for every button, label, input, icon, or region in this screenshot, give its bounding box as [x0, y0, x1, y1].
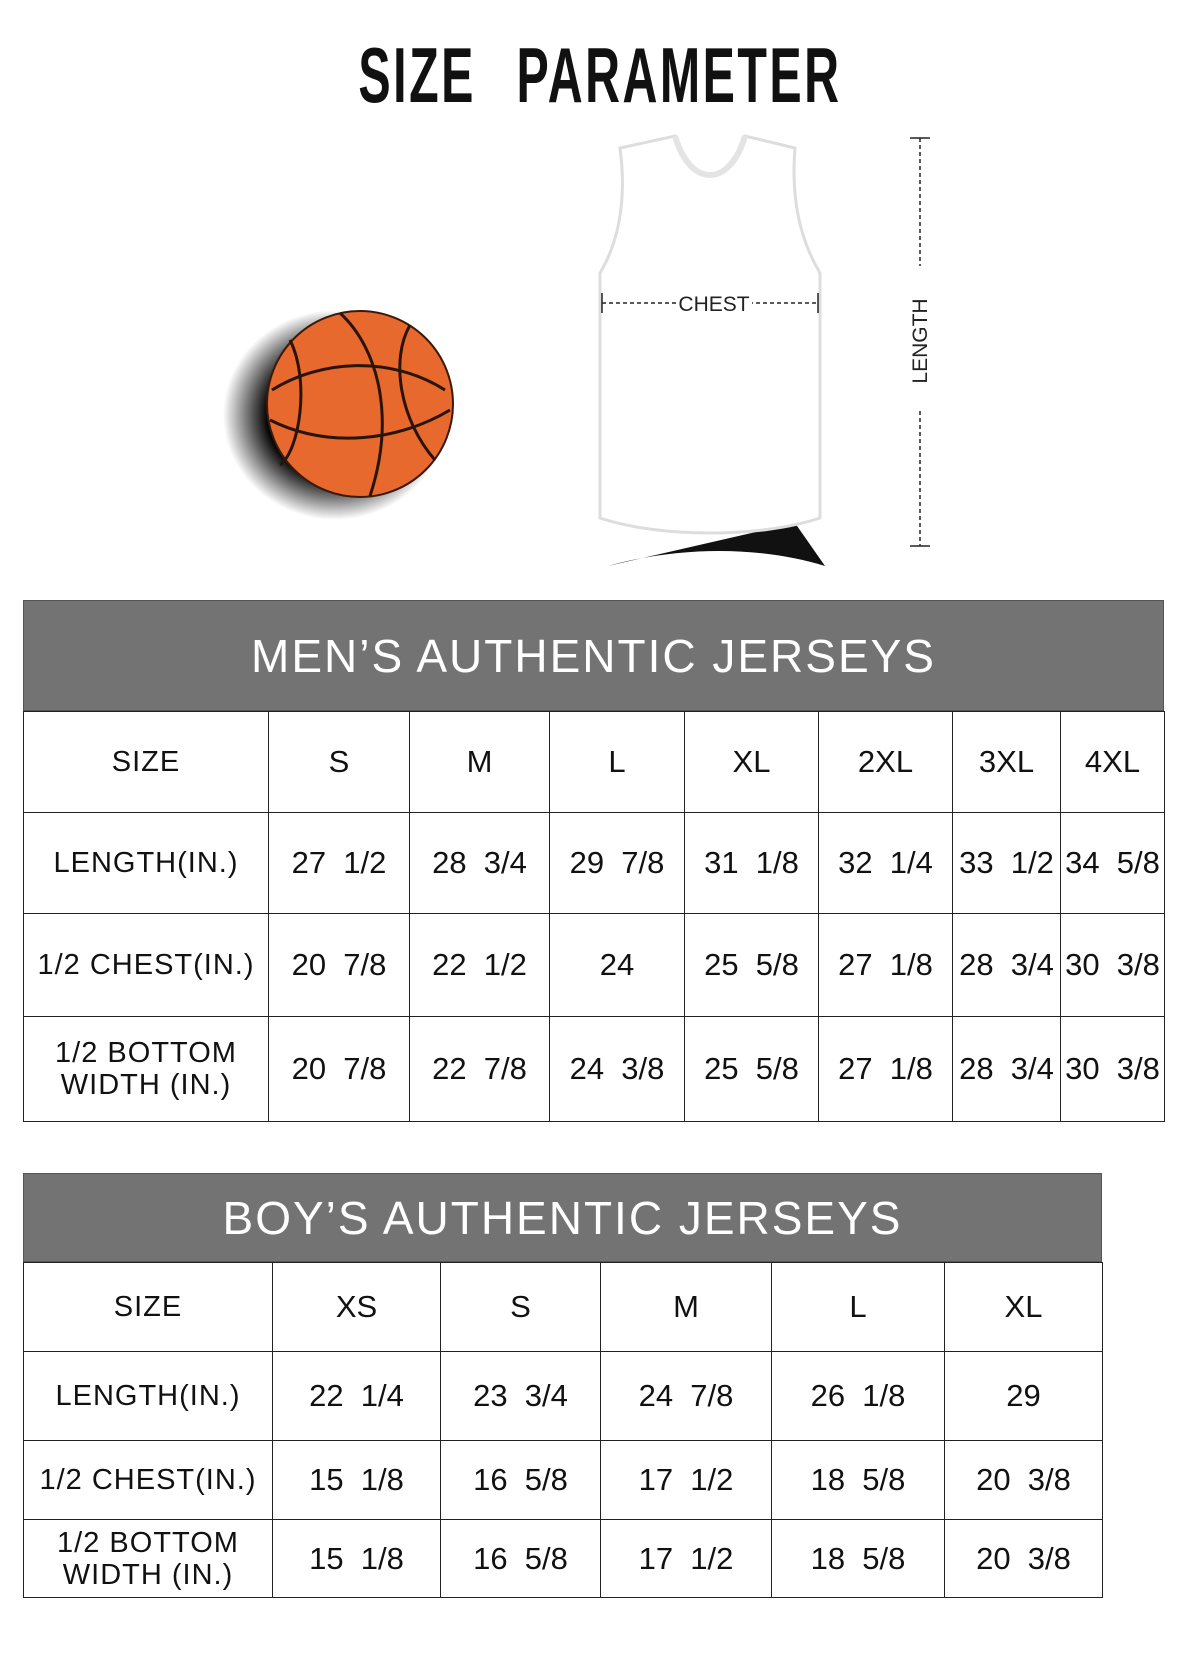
measurement-cell: 15 1/8 [272, 1519, 441, 1598]
chest-label: CHEST [678, 293, 749, 316]
table-row: 1/2 BOTTOM WIDTH (IN.) 15 1/8 16 5/8 17 1/2… [23, 1519, 1103, 1598]
measurement-cell: 18 5/8 [771, 1519, 945, 1598]
measurement-cell: 24 7/8 [600, 1351, 772, 1441]
measurement-cell: 17 1/2 [600, 1519, 772, 1598]
page-title: SIZE PARAMETER [358, 31, 842, 119]
size-l: L [549, 711, 685, 813]
measurement-cell: 22 7/8 [409, 1016, 550, 1122]
measurement-cell: 27 1/8 [818, 913, 953, 1017]
size-header: SIZE [23, 1262, 273, 1352]
size-2xl: 2XL [818, 711, 953, 813]
measurement-cell: 29 7/8 [549, 812, 685, 914]
measurement-cell: 29 [944, 1351, 1103, 1441]
measurement-cell: 23 3/4 [440, 1351, 601, 1441]
size-m: M [600, 1262, 772, 1352]
size-3xl: 3XL [952, 711, 1061, 813]
measurement-cell: 20 3/8 [944, 1440, 1103, 1520]
measurement-cell: 22 1/4 [272, 1351, 441, 1441]
mens-heading-text: MEN’S AUTHENTIC JERSEYS [251, 630, 936, 682]
measurement-cell: 16 5/8 [440, 1440, 601, 1520]
boys-heading-text: BOY’S AUTHENTIC JERSEYS [222, 1192, 903, 1244]
row-label: 1/2 CHEST(IN.) [23, 1440, 273, 1520]
measurement-cell: 27 1/2 [268, 812, 410, 914]
measurement-cell: 30 3/8 [1060, 913, 1165, 1017]
length-indicator: LENGTH [908, 137, 932, 547]
measurement-cell: 20 3/8 [944, 1519, 1103, 1598]
boys-size-table: SIZE XS S M L XL LENGTH(IN.) 22 1/4 23 3/4 24 7/8… [23, 1262, 1103, 1598]
measurement-cell: 30 3/8 [1060, 1016, 1165, 1122]
size-m: M [409, 711, 550, 813]
measurement-cell: 16 5/8 [440, 1519, 601, 1598]
measurement-cell: 33 1/2 [952, 812, 1061, 914]
measurement-cell: 25 5/8 [684, 1016, 819, 1122]
size-s: S [440, 1262, 601, 1352]
jersey-diagram: CHEST [598, 134, 825, 566]
row-label: LENGTH(IN.) [23, 1351, 273, 1441]
size-l: L [771, 1262, 945, 1352]
measurement-cell: 17 1/2 [600, 1440, 772, 1520]
measurement-cell: 34 5/8 [1060, 812, 1165, 914]
basketball-icon [223, 310, 454, 520]
size-header: SIZE [23, 711, 269, 813]
size-xs: XS [272, 1262, 441, 1352]
measurement-cell: 28 3/4 [409, 812, 550, 914]
size-s: S [268, 711, 410, 813]
measurement-cell: 28 3/4 [952, 1016, 1061, 1122]
header-row: SIZE S M L XL 2XL 3XL 4XL [23, 711, 1165, 813]
table-row: 1/2 CHEST(IN.) 20 7/8 22 1/2 24 25 5/8 27 1/8… [23, 913, 1165, 1017]
measurement-cell: 26 1/8 [771, 1351, 945, 1441]
table-row: 1/2 BOTTOM WIDTH (IN.) 20 7/8 22 7/8 24 3/8… [23, 1016, 1165, 1122]
length-label: LENGTH [909, 298, 932, 383]
measurement-cell: 24 3/8 [549, 1016, 685, 1122]
boys-heading: BOY’S AUTHENTIC JERSEYS [23, 1173, 1102, 1262]
measurement-cell: 25 5/8 [684, 913, 819, 1017]
mens-size-table: SIZE S M L XL 2XL 3XL 4XL LENGTH(IN.) 27 1/2 28 3/… [23, 711, 1165, 1122]
table-row: LENGTH(IN.) 27 1/2 28 3/4 29 7/8 31 1/8 32 1/… [23, 812, 1165, 914]
measurement-cell: 22 1/2 [409, 913, 550, 1017]
measurement-cell: 20 7/8 [268, 913, 410, 1017]
table-row: 1/2 CHEST(IN.) 15 1/8 16 5/8 17 1/2 18 5/8 20… [23, 1440, 1103, 1520]
measurement-cell: 15 1/8 [272, 1440, 441, 1520]
measurement-cell: 18 5/8 [771, 1440, 945, 1520]
measurement-cell: 20 7/8 [268, 1016, 410, 1122]
row-label: 1/2 BOTTOM WIDTH (IN.) [23, 1519, 273, 1598]
measurement-cell: 27 1/8 [818, 1016, 953, 1122]
mens-heading: MEN’S AUTHENTIC JERSEYS [23, 600, 1164, 711]
measurement-cell: 24 [549, 913, 685, 1017]
size-xl: XL [684, 711, 819, 813]
measurement-cell: 28 3/4 [952, 913, 1061, 1017]
table-row: LENGTH(IN.) 22 1/4 23 3/4 24 7/8 26 1/8 29 [23, 1351, 1103, 1441]
measurement-cell: 31 1/8 [684, 812, 819, 914]
size-xl: XL [944, 1262, 1103, 1352]
measurement-cell: 32 1/4 [818, 812, 953, 914]
row-label: 1/2 BOTTOM WIDTH (IN.) [23, 1016, 269, 1122]
row-label: 1/2 CHEST(IN.) [23, 913, 269, 1017]
size-4xl: 4XL [1060, 711, 1165, 813]
header-row: SIZE XS S M L XL [23, 1262, 1103, 1352]
row-label: LENGTH(IN.) [23, 812, 269, 914]
